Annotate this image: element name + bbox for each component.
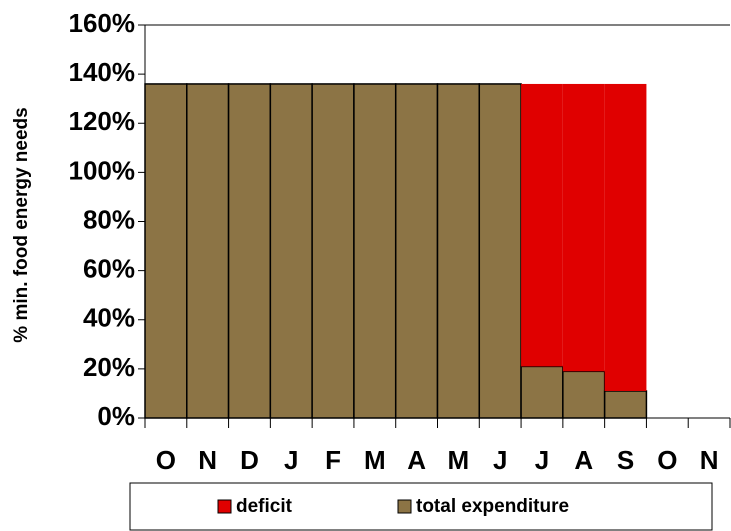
bar: [562, 83, 605, 372]
bar: [604, 83, 647, 391]
y-tick-label: 60%: [83, 254, 135, 284]
x-tick-label: N: [198, 445, 217, 475]
x-tick-label: D: [240, 445, 259, 475]
bar: [353, 83, 397, 419]
x-tick-label: N: [700, 445, 719, 475]
x-tick-label: M: [364, 445, 386, 475]
legend-swatch: [217, 499, 232, 514]
bar: [520, 365, 564, 419]
legend-label: total expenditure: [416, 496, 569, 517]
bar: [521, 83, 563, 367]
bar: [394, 83, 439, 419]
y-axis-label: % min. food energy needs: [11, 107, 32, 342]
x-tick-label: F: [325, 445, 341, 475]
bar: [186, 83, 230, 419]
bar: [144, 83, 188, 419]
y-tick-label: 160%: [69, 8, 136, 38]
y-tick-label: 20%: [83, 352, 135, 382]
y-tick-label: 0%: [97, 401, 135, 431]
legend-label: deficit: [236, 496, 293, 517]
x-tick-label: M: [448, 445, 470, 475]
y-tick-label: 80%: [83, 204, 135, 234]
y-tick-label: 140%: [69, 57, 136, 87]
x-tick-label: A: [407, 445, 426, 475]
x-tick-label: J: [493, 445, 507, 475]
x-tick-label: J: [284, 445, 298, 475]
bar: [269, 83, 313, 419]
y-tick-label: 40%: [83, 303, 135, 333]
bar: [227, 83, 272, 419]
legend-swatch: [397, 499, 412, 514]
bar: [478, 83, 522, 419]
bar: [562, 370, 606, 419]
x-tick-label: O: [156, 445, 176, 475]
x-tick-label: S: [617, 445, 634, 475]
y-tick-label: 120%: [69, 106, 136, 136]
y-tick-label: 100%: [69, 155, 136, 185]
bar: [603, 390, 648, 419]
bar: [436, 83, 481, 419]
bar: [311, 83, 355, 419]
x-tick-label: J: [535, 445, 549, 475]
x-tick-label: O: [657, 445, 677, 475]
x-tick-label: A: [574, 445, 593, 475]
